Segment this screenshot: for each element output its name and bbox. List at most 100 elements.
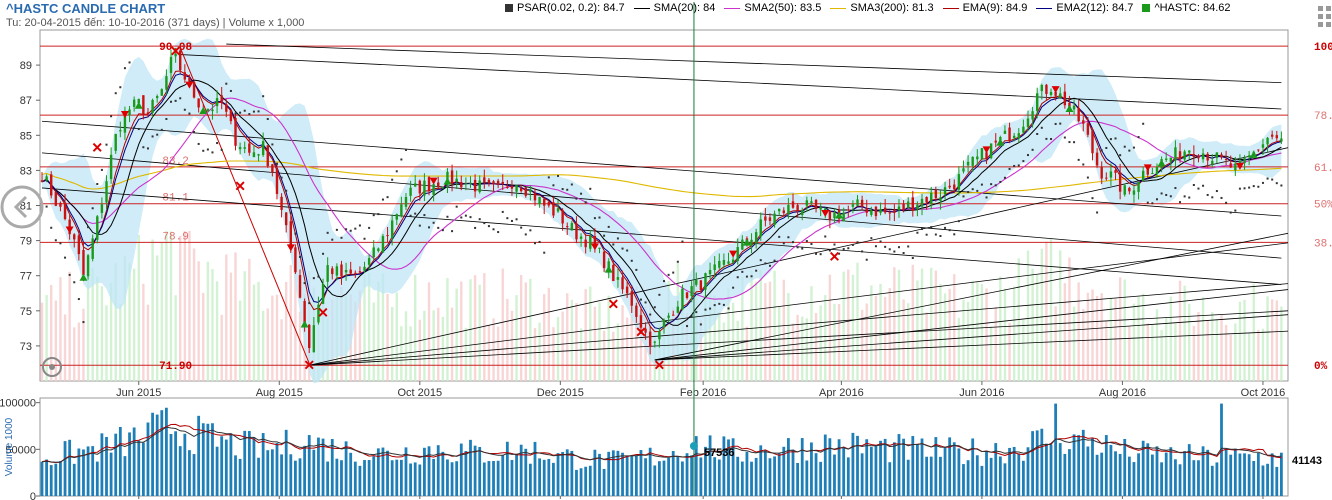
candle-body	[796, 205, 799, 211]
volume-bar	[77, 448, 81, 496]
psar-dot	[188, 112, 191, 115]
candle-body	[552, 202, 555, 216]
candle-body	[750, 239, 753, 246]
background-volume-bar	[215, 281, 219, 381]
psar-dot	[847, 247, 850, 250]
background-volume-bar	[870, 285, 873, 381]
background-volume-bar	[602, 330, 606, 381]
candle-body	[925, 196, 928, 203]
volume-bar	[1100, 452, 1104, 496]
psar-dot	[990, 183, 993, 186]
volume-bar	[611, 450, 615, 496]
volume-bar	[685, 453, 689, 496]
psar-dot	[948, 229, 951, 232]
candle-body	[943, 187, 947, 195]
volume-bar	[289, 454, 293, 496]
volume-bar	[151, 412, 154, 496]
background-volume-bar	[188, 231, 191, 381]
volume-bar	[704, 446, 707, 496]
volume-bar	[736, 456, 740, 496]
volume-bar	[727, 439, 730, 496]
volume-bar	[1275, 466, 1279, 496]
y-tick-label: 79	[20, 236, 32, 248]
candle-body	[487, 179, 491, 184]
background-volume-bar	[1022, 319, 1025, 381]
background-volume-bar	[575, 302, 578, 381]
volume-bar	[971, 438, 975, 496]
drag-handle-icon[interactable]	[42, 357, 62, 377]
psar-dot	[123, 67, 126, 70]
background-volume-bar	[197, 261, 200, 381]
psar-dot	[345, 228, 348, 231]
background-volume-bar	[155, 255, 159, 381]
candle-body	[920, 198, 924, 207]
candle-body	[870, 210, 873, 215]
zoom-reset-icon[interactable]	[0, 185, 44, 229]
psar-dot	[925, 233, 928, 236]
background-volume-bar	[1091, 289, 1094, 381]
x-tick-label: Jun 2016	[959, 387, 1004, 399]
volume-bar	[367, 459, 371, 496]
candle-body	[77, 235, 81, 255]
volume-bar	[386, 450, 389, 496]
psar-dot	[1183, 195, 1186, 198]
volume-bar	[528, 463, 532, 496]
background-volume-bar	[510, 310, 514, 381]
down-arrow-icon	[429, 177, 438, 185]
candle-body	[386, 235, 389, 237]
volume-bar	[777, 453, 781, 496]
volume-ema-line	[41, 426, 1282, 463]
psar-dot	[1206, 193, 1209, 196]
candle-body	[782, 210, 785, 214]
background-volume-bar	[999, 276, 1002, 381]
background-volume-bar	[989, 326, 993, 381]
psar-dot	[1026, 154, 1029, 157]
background-volume-bar	[727, 288, 730, 381]
candle-body	[437, 182, 440, 188]
psar-dot	[792, 241, 795, 244]
candle-body	[146, 112, 150, 115]
psar-dot	[151, 135, 154, 138]
legend-swatch	[633, 7, 650, 9]
up-arrow-icon	[199, 106, 208, 114]
psar-dot	[709, 307, 712, 310]
psar-dot	[1142, 122, 1145, 125]
psar-dot	[418, 224, 421, 227]
candle-body	[340, 264, 343, 277]
psar-dot	[1022, 160, 1025, 163]
background-volume-bar	[920, 268, 924, 381]
psar-dot	[1179, 201, 1182, 204]
psar-dot	[211, 151, 214, 154]
background-volume-bar	[229, 272, 233, 381]
candle-body	[690, 286, 693, 296]
psar-dot	[580, 192, 583, 195]
candle-body	[1091, 130, 1094, 154]
volume-bar	[598, 453, 601, 496]
fibonacci-level-label: 61.8%	[1314, 163, 1332, 175]
candle-body	[54, 192, 58, 206]
volume-bar	[1146, 443, 1150, 496]
psar-dot	[73, 281, 76, 284]
volume-bar	[160, 410, 164, 496]
psar-dot	[944, 226, 947, 229]
psar-dot	[612, 243, 615, 246]
candle-body	[883, 207, 887, 213]
up-arrow-icon	[1065, 104, 1074, 112]
background-volume-bar	[966, 301, 970, 381]
volume-bar	[353, 461, 357, 496]
background-volume-bar	[828, 274, 832, 381]
psar-dot	[524, 233, 527, 236]
volume-bar	[464, 451, 468, 496]
grid-menu-icon[interactable]	[1318, 6, 1331, 27]
volume-bar	[109, 452, 113, 496]
psar-dot	[487, 225, 490, 228]
psar-dot	[787, 236, 790, 239]
background-volume-bar	[109, 282, 113, 381]
psar-dot	[446, 215, 449, 218]
channel-line	[180, 54, 1282, 110]
background-volume-bar	[395, 292, 398, 381]
background-volume-bar	[589, 286, 592, 381]
psar-dot	[902, 252, 905, 255]
psar-dot	[437, 226, 440, 229]
candle-body	[367, 258, 371, 265]
